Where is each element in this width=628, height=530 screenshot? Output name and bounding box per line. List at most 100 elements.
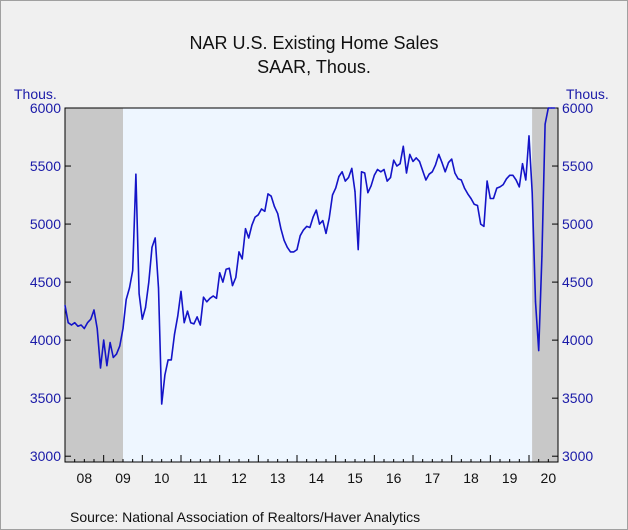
- data-point: [338, 175, 340, 178]
- y-tick-label-left: 4500: [30, 274, 61, 290]
- x-tick-label: 14: [309, 470, 325, 486]
- recession-band: [532, 108, 558, 462]
- data-point: [190, 322, 192, 324]
- x-tick-label: 12: [231, 470, 247, 486]
- data-point: [122, 327, 124, 330]
- data-point: [476, 204, 479, 207]
- data-point: [296, 249, 298, 251]
- data-point: [521, 163, 524, 165]
- data-point: [515, 179, 517, 181]
- data-point: [415, 157, 417, 159]
- data-point: [457, 178, 459, 180]
- data-point: [402, 145, 404, 147]
- data-point: [212, 295, 214, 297]
- y-tick-label-right: 4500: [562, 274, 593, 290]
- data-point: [331, 194, 334, 196]
- data-point: [167, 359, 169, 361]
- data-point: [502, 184, 504, 186]
- data-point: [389, 177, 392, 179]
- data-point: [309, 226, 311, 229]
- axes: 3000 3000 3500 3500 4000 4000 4500 4500 5000 5000…: [30, 100, 594, 486]
- x-tick-label: 08: [77, 470, 93, 486]
- data-point: [357, 249, 359, 251]
- data-point: [180, 290, 182, 292]
- data-point: [528, 135, 530, 137]
- data-point: [547, 107, 549, 109]
- data-point: [428, 173, 430, 175]
- data-point: [286, 246, 288, 248]
- data-point: [96, 327, 98, 330]
- data-point: [186, 310, 189, 312]
- data-point: [90, 318, 92, 320]
- data-point: [299, 235, 301, 237]
- data-point: [412, 160, 414, 162]
- data-point: [219, 272, 221, 274]
- y-tick-label-left: 3000: [30, 448, 61, 464]
- data-point: [231, 285, 234, 287]
- x-tick-label: 19: [502, 470, 518, 486]
- data-point: [492, 197, 495, 200]
- data-point: [154, 237, 156, 239]
- data-point: [512, 174, 514, 176]
- data-point: [373, 174, 375, 176]
- data-point: [235, 276, 237, 279]
- data-point: [315, 209, 317, 211]
- data-point: [70, 324, 73, 326]
- data-point: [425, 179, 427, 181]
- plot-area: [65, 108, 558, 462]
- data-point: [80, 324, 82, 326]
- data-point: [144, 307, 147, 309]
- data-point: [354, 191, 356, 193]
- data-point: [409, 153, 411, 155]
- data-point: [434, 164, 437, 166]
- data-point: [106, 365, 108, 367]
- data-point: [483, 225, 485, 227]
- data-point: [438, 153, 440, 155]
- data-point: [193, 323, 195, 325]
- data-point: [148, 281, 150, 283]
- y-tick-label-left: 5500: [30, 158, 61, 174]
- data-point: [157, 287, 160, 289]
- data-point: [103, 339, 105, 341]
- data-point: [125, 298, 127, 301]
- data-point: [509, 174, 511, 176]
- data-point: [209, 297, 211, 299]
- data-point: [370, 185, 372, 187]
- data-point: [251, 224, 253, 226]
- recession-band: [65, 108, 123, 462]
- data-point: [267, 193, 269, 195]
- data-point: [554, 107, 556, 109]
- data-point: [364, 172, 366, 174]
- data-point: [422, 170, 424, 172]
- data-point: [183, 322, 185, 324]
- x-tick-label: 11: [193, 470, 208, 486]
- data-point: [399, 163, 401, 165]
- data-point: [312, 216, 314, 218]
- data-point: [132, 269, 134, 272]
- data-point: [351, 167, 353, 169]
- right-unit-label: Thous.: [566, 86, 609, 102]
- data-point: [115, 353, 118, 355]
- data-point: [257, 214, 259, 216]
- data-point: [280, 228, 282, 230]
- data-point: [161, 403, 163, 405]
- x-tick-label: 09: [115, 470, 131, 486]
- data-point: [283, 239, 285, 241]
- data-point: [196, 316, 198, 318]
- x-tick-label: 15: [347, 470, 363, 486]
- data-point: [431, 171, 433, 173]
- data-point: [486, 180, 488, 182]
- data-point: [463, 187, 466, 189]
- data-point: [525, 179, 527, 181]
- data-point: [550, 107, 553, 109]
- data-point: [444, 171, 446, 173]
- data-point: [347, 177, 350, 179]
- data-point: [441, 162, 443, 164]
- x-tick-label: 10: [154, 470, 170, 486]
- y-tick-label-left: 6000: [30, 100, 61, 116]
- data-point: [202, 296, 205, 298]
- data-point: [264, 210, 266, 212]
- data-point: [380, 171, 382, 173]
- data-point: [177, 315, 179, 317]
